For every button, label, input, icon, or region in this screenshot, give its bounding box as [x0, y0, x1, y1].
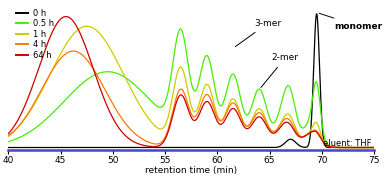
X-axis label: retention time (min): retention time (min)	[145, 166, 237, 175]
Text: 3-mer: 3-mer	[235, 19, 281, 47]
Legend: 0 h, 0.5 h, 1 h, 4 h, 64 h: 0 h, 0.5 h, 1 h, 4 h, 64 h	[13, 6, 57, 63]
Text: eluent: THF: eluent: THF	[323, 139, 372, 148]
Text: 2-mer: 2-mer	[261, 53, 299, 87]
Text: monomer: monomer	[319, 13, 383, 31]
